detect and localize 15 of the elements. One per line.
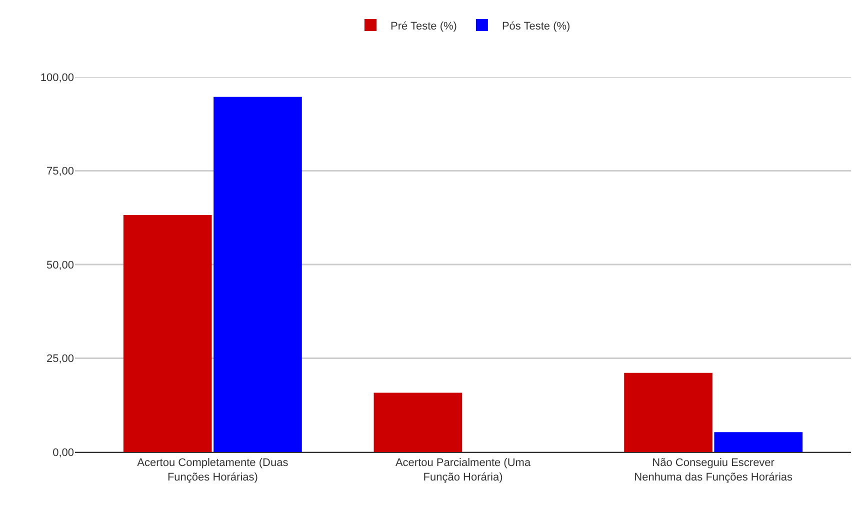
bar bbox=[123, 215, 212, 452]
legend-label: Pré Teste (%) bbox=[390, 20, 457, 32]
y-tick-label: 50,00 bbox=[46, 259, 74, 272]
legend-label: Pós Teste (%) bbox=[502, 20, 570, 32]
x-tick-label: Acertou Parcialmente (Uma Função Horária) bbox=[395, 457, 532, 484]
x-tick-label: Acertou Completamente (Duas Funções Horárias) bbox=[137, 457, 289, 484]
x-tick-label: Não Conseguiu Escrever Nenhuma das Funções Horárias bbox=[634, 457, 793, 484]
y-tick-label: 100,00 bbox=[40, 72, 74, 84]
bar bbox=[624, 372, 712, 452]
bar bbox=[714, 432, 803, 452]
y-tick-label: 25,00 bbox=[46, 353, 74, 366]
bar bbox=[214, 96, 302, 452]
bar bbox=[374, 392, 462, 452]
y-tick-label: 0,00 bbox=[52, 446, 74, 459]
y-tick-label: 75,00 bbox=[46, 166, 74, 178]
